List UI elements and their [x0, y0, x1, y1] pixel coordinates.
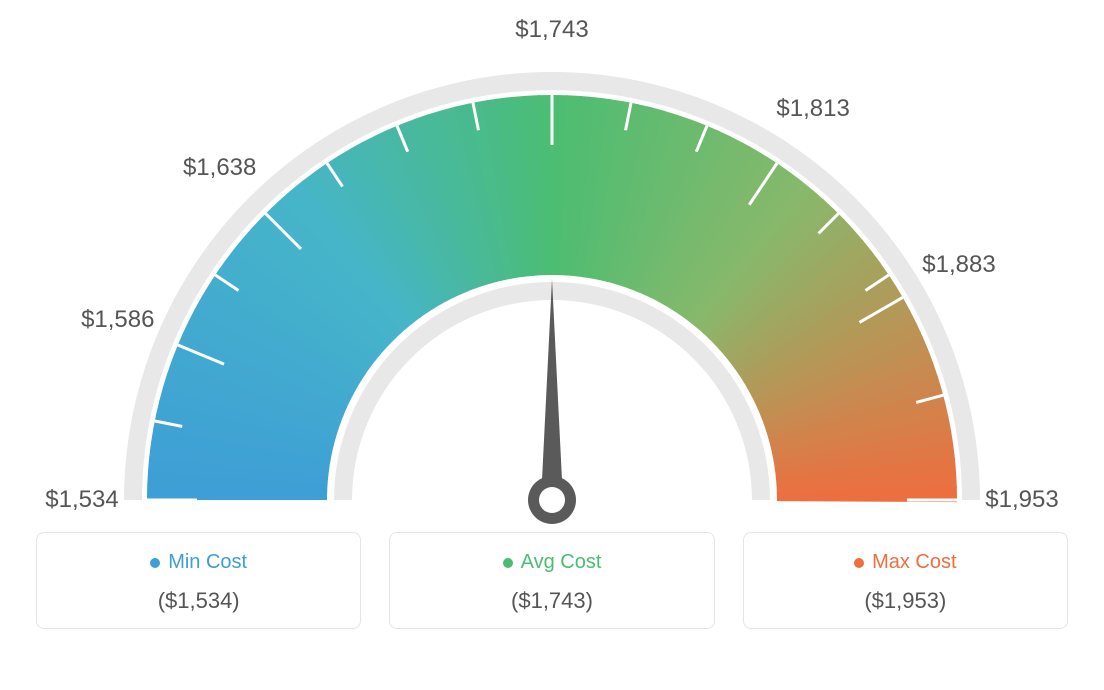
gauge-tick-label: $1,586 — [81, 306, 154, 334]
legend-title: Min Cost — [47, 551, 350, 574]
legend-card-min-cost: Min Cost ($1,534) — [36, 532, 361, 629]
legend-title-text: Min Cost — [168, 551, 247, 573]
legend-title-text: Avg Cost — [521, 551, 602, 573]
legend-card-avg-cost: Avg Cost ($1,743) — [389, 532, 714, 629]
gauge-tick-label: $1,883 — [922, 251, 995, 279]
legend-value: ($1,534) — [47, 588, 350, 614]
gauge-tick-label: $1,953 — [985, 486, 1058, 514]
legend-title: Avg Cost — [400, 551, 703, 574]
legend-value: ($1,743) — [400, 588, 703, 614]
legend-dot-icon — [150, 558, 160, 568]
legend-title-text: Max Cost — [872, 551, 956, 573]
cost-gauge-chart: $1,534 $1,586 $1,638 $1,743 $1,813 $1,883 $1,9… — [0, 0, 1104, 540]
gauge-tick-label: $1,743 — [515, 16, 588, 44]
legend-dot-icon — [854, 558, 864, 568]
legend-card-max-cost: Max Cost ($1,953) — [743, 532, 1068, 629]
legend-row: Min Cost ($1,534) Avg Cost ($1,743) Max Cost… — [0, 532, 1104, 629]
gauge-tick-label: $1,638 — [183, 154, 256, 182]
legend-title: Max Cost — [754, 551, 1057, 574]
legend-value: ($1,953) — [754, 588, 1057, 614]
gauge-tick-label: $1,813 — [776, 95, 849, 123]
legend-dot-icon — [503, 558, 513, 568]
gauge-tick-label: $1,534 — [45, 486, 118, 514]
